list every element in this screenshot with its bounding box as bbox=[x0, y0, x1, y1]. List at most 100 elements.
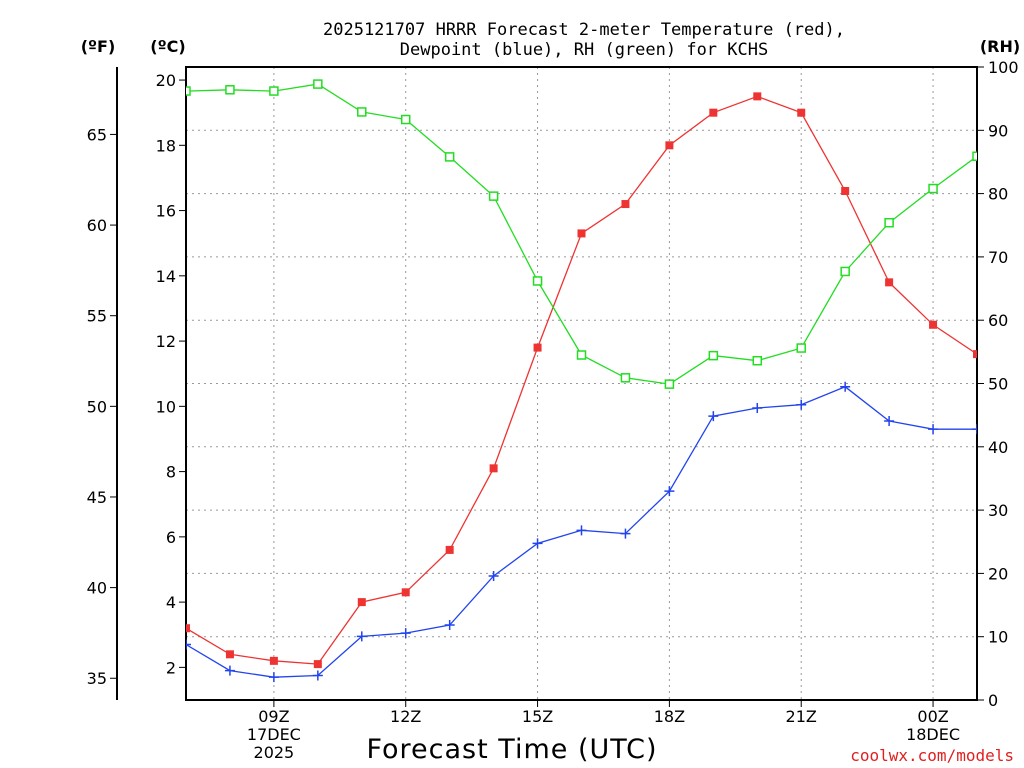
x-tick-label: 2025 bbox=[254, 743, 295, 762]
rh-point bbox=[664, 379, 675, 389]
dewpoint-point bbox=[268, 672, 279, 683]
x-tick-label: 17DEC bbox=[247, 725, 301, 744]
rh-tick-label: 0 bbox=[988, 691, 998, 710]
celsius-tick-label: 2 bbox=[166, 658, 176, 677]
temperature-point bbox=[753, 92, 762, 101]
temperature-point bbox=[841, 186, 850, 195]
dewpoint-point bbox=[840, 381, 851, 392]
rh-point bbox=[400, 114, 411, 125]
x-tick-label: 18DEC bbox=[906, 725, 960, 744]
dewpoint-point bbox=[186, 639, 191, 650]
rh-tick-label: 30 bbox=[988, 501, 1008, 520]
dewpoint-point bbox=[708, 411, 719, 422]
dewpoint-point bbox=[532, 538, 543, 549]
dewpoint-point bbox=[972, 424, 977, 435]
dewpoint-point bbox=[928, 424, 939, 435]
rh-point bbox=[532, 276, 543, 286]
rh-tick-label: 80 bbox=[988, 185, 1008, 204]
rh-point bbox=[840, 266, 850, 277]
rh-tick-label: 90 bbox=[988, 121, 1008, 140]
rh-point bbox=[269, 86, 279, 96]
rh-point bbox=[620, 373, 631, 383]
rh-point bbox=[225, 85, 235, 95]
x-tick-label: 12Z bbox=[390, 707, 421, 726]
temperature-series bbox=[186, 92, 977, 669]
rh-unit-label: (RH) bbox=[980, 37, 1020, 56]
dewpoint-point bbox=[620, 528, 631, 539]
rh-tick-label: 70 bbox=[988, 248, 1008, 267]
dewpoint-point bbox=[444, 619, 455, 630]
temperature-point bbox=[885, 278, 894, 287]
fahrenheit-tick-label: 65 bbox=[87, 125, 107, 144]
rh-point bbox=[186, 86, 191, 96]
fahrenheit-tick-label: 55 bbox=[87, 307, 107, 326]
rh-tick-label: 10 bbox=[988, 628, 1008, 647]
x-tick-label: 21Z bbox=[786, 707, 817, 726]
rh-point bbox=[488, 191, 499, 201]
dewpoint-point bbox=[752, 402, 763, 413]
temperature-point bbox=[665, 141, 674, 150]
temperature-point bbox=[401, 588, 410, 597]
rh-point bbox=[444, 152, 455, 162]
fahrenheit-tick-label: 50 bbox=[87, 397, 107, 416]
axes: 2 4 6 8 10 12 14 16 18 20 35 40 45 50 55 60 65 0 10 20 30 40 5… bbox=[87, 58, 1019, 762]
x-tick-label: 18Z bbox=[654, 707, 685, 726]
rh-point bbox=[972, 151, 977, 162]
rh-point bbox=[313, 79, 323, 89]
title-line-2: Dewpoint (blue), RH (green) for KCHS bbox=[400, 40, 768, 60]
title-line-1: 2025121707 HRRR Forecast 2-meter Tempera… bbox=[323, 20, 845, 40]
fahrenheit-tick-label: 40 bbox=[87, 579, 107, 598]
temperature-point bbox=[973, 350, 977, 359]
celsius-tick-label: 6 bbox=[166, 528, 176, 547]
dewpoint-point bbox=[796, 399, 807, 410]
rh-point bbox=[752, 355, 763, 366]
dewpoint-point bbox=[400, 628, 411, 639]
x-tick-label: 15Z bbox=[522, 707, 553, 726]
grid-lines bbox=[186, 67, 977, 700]
temperature-point bbox=[357, 598, 366, 607]
dewpoint-point bbox=[488, 571, 499, 582]
rh-point bbox=[576, 350, 587, 360]
rh-tick-label: 40 bbox=[988, 438, 1008, 457]
rh-series bbox=[186, 79, 977, 389]
source-credit: coolwx.com/models bbox=[850, 746, 1014, 765]
celsius-tick-label: 14 bbox=[156, 267, 176, 286]
x-tick-label: 00Z bbox=[917, 707, 948, 726]
dewpoint-point bbox=[224, 665, 235, 676]
temperature-point bbox=[489, 464, 498, 473]
temperature-point bbox=[709, 108, 718, 117]
celsius-tick-label: 4 bbox=[166, 593, 176, 612]
temperature-point bbox=[269, 656, 278, 665]
celsius-tick-label: 10 bbox=[156, 397, 176, 416]
temperature-point bbox=[577, 229, 586, 238]
rh-point bbox=[796, 343, 806, 353]
dewpoint-point bbox=[664, 486, 675, 497]
temperature-point bbox=[929, 320, 938, 329]
x-tick-label: 09Z bbox=[258, 707, 289, 726]
rh-point bbox=[357, 107, 367, 117]
temperature-point bbox=[533, 343, 542, 352]
dewpoint-point bbox=[884, 416, 895, 427]
dewpoint-series bbox=[186, 381, 977, 683]
temperature-line bbox=[186, 95, 977, 665]
rh-point bbox=[884, 217, 894, 228]
fahrenheit-unit-label: (ºF) bbox=[81, 37, 116, 56]
celsius-tick-label: 8 bbox=[166, 463, 176, 482]
data-series bbox=[186, 79, 977, 683]
rh-tick-label: 100 bbox=[988, 58, 1019, 77]
celsius-tick-label: 20 bbox=[156, 71, 176, 90]
temperature-point bbox=[225, 650, 234, 659]
dewpoint-point bbox=[312, 670, 323, 681]
dewpoint-point bbox=[356, 631, 367, 642]
fahrenheit-tick-label: 60 bbox=[87, 216, 107, 235]
temperature-point bbox=[186, 624, 190, 633]
temperature-point bbox=[445, 545, 454, 554]
celsius-tick-label: 12 bbox=[156, 332, 176, 351]
rh-tick-label: 60 bbox=[988, 311, 1008, 330]
rh-point bbox=[708, 350, 719, 361]
rh-tick-label: 20 bbox=[988, 564, 1008, 583]
chart-title: 2025121707 HRRR Forecast 2-meter Tempera… bbox=[323, 20, 845, 60]
celsius-tick-label: 18 bbox=[156, 136, 176, 155]
x-axis-title: Forecast Time (UTC) bbox=[366, 734, 657, 765]
